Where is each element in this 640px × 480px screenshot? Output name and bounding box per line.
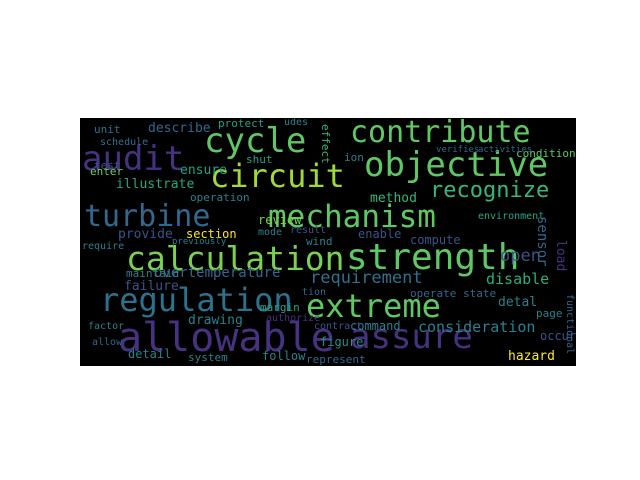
word-represent: represent — [306, 353, 366, 366]
word-ensure: ensure — [180, 163, 227, 178]
word-open: open — [500, 246, 541, 266]
word-detal: detal — [498, 295, 538, 310]
word-shut: shut — [246, 153, 273, 166]
word-test: test — [94, 159, 121, 172]
word-overtemperature: overtemperature — [154, 265, 281, 281]
word-operation: operation — [190, 191, 250, 204]
word-consideration: consideration — [418, 318, 536, 336]
word-failure: failure — [124, 279, 179, 294]
word-allow: allow — [92, 337, 123, 348]
word-occur: occur — [540, 329, 576, 343]
word-udes: udes — [284, 118, 309, 128]
word-require: require — [82, 241, 125, 252]
word-margin: margin — [260, 301, 300, 314]
word-factor: factor — [88, 321, 125, 332]
word-cycle: cycle — [204, 121, 307, 161]
word-ion: ion — [344, 151, 364, 164]
word-tion: tion — [302, 287, 327, 298]
word-requirement: requirement — [310, 268, 423, 288]
word-enable: enable — [358, 227, 402, 241]
word-calculation: calculation — [126, 239, 345, 278]
word-follow: follow — [262, 349, 306, 363]
word-authorize: authorize — [266, 313, 321, 324]
word-describe: describe — [148, 121, 211, 136]
word-functional: functional — [564, 294, 575, 355]
word-wind: wind — [306, 235, 333, 248]
word-contribute: contribute — [350, 118, 531, 150]
word-command: command — [350, 319, 401, 333]
word-contract: contract — [314, 321, 363, 332]
word-assure: assure — [350, 317, 473, 357]
word-review: review — [258, 213, 302, 227]
word-activities: activities — [478, 145, 533, 155]
word-regulation: regulation — [100, 281, 293, 319]
word-extreme: extreme — [306, 287, 441, 325]
word-hazard: hazard — [508, 349, 555, 364]
word-mode: mode — [258, 227, 283, 238]
word-strength: strength — [346, 237, 520, 278]
word-provide: provide — [118, 227, 173, 242]
word-sensor: sensor — [534, 216, 550, 267]
word-compute: compute — [410, 233, 461, 247]
word-operate-state: operate state — [410, 287, 497, 300]
word-system: system — [188, 351, 228, 364]
word-previously: previously — [172, 237, 227, 247]
word-verifies: verifies — [436, 145, 480, 155]
word-audit: audit — [82, 139, 185, 179]
word-recognize: recognize — [430, 178, 550, 203]
word-drawing: drawing — [188, 313, 243, 328]
word-turbine: turbine — [84, 199, 211, 234]
word-allowable: allowable — [118, 315, 335, 361]
word-environment: environment — [478, 211, 545, 222]
word-unit: unit — [94, 123, 121, 136]
word-condition: condition — [516, 147, 576, 160]
word-illustrate: illustrate — [116, 177, 195, 192]
word-page: page — [536, 307, 563, 320]
word-section: section — [186, 227, 237, 241]
word-schedule: schedule — [100, 137, 149, 148]
word-effect: effect — [319, 124, 332, 164]
word-method: method — [370, 191, 417, 206]
word-detail: detail — [128, 347, 172, 361]
word-result: result — [290, 225, 327, 236]
word-maintain: maintain — [126, 267, 179, 280]
word-objective: objective — [364, 145, 549, 185]
word-circuit: circuit — [210, 157, 345, 195]
word-load: load — [553, 240, 568, 272]
word-protect: protect — [218, 118, 265, 130]
word-disable: disable — [486, 270, 550, 288]
word-mechanism: mechanism — [268, 199, 436, 235]
word-figure: figure — [320, 335, 364, 349]
word-cloud: allowable assure regulation calculation … — [80, 118, 576, 366]
word-enter: enter — [90, 165, 124, 178]
